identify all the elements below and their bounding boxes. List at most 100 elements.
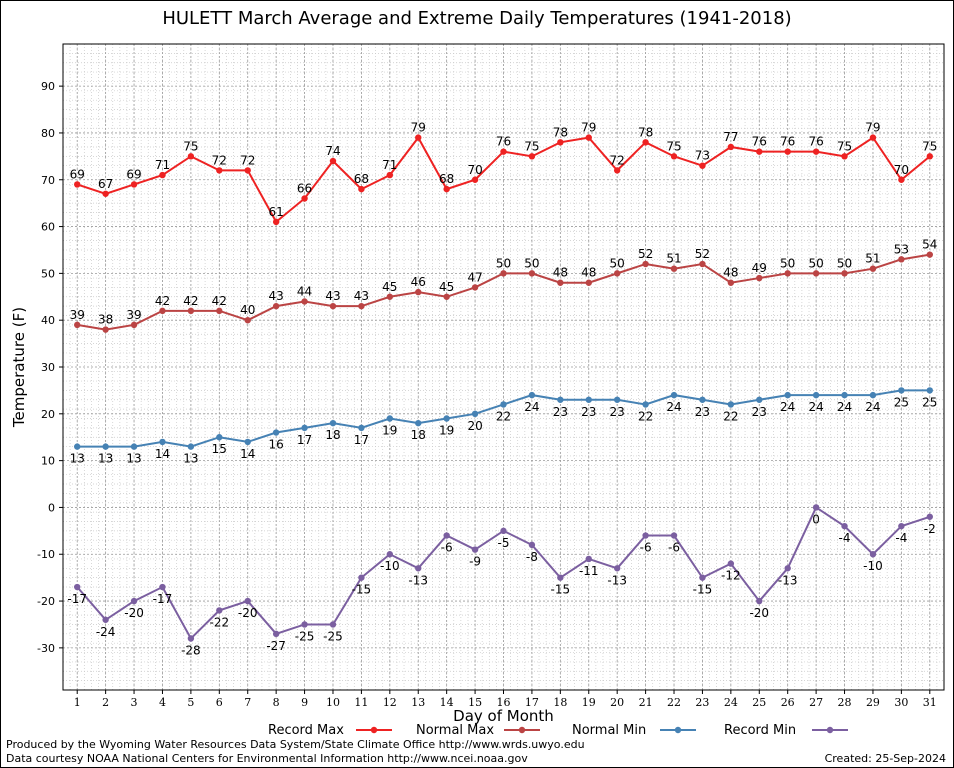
x-tick-label: 21 (639, 696, 653, 709)
data-label: 68 (439, 172, 454, 186)
data-point (756, 274, 763, 282)
legend-label: Record Max (268, 723, 344, 738)
data-point (869, 265, 877, 272)
data-label: 45 (439, 280, 454, 294)
data-point (216, 434, 223, 441)
data-label: 42 (212, 294, 227, 308)
data-point (727, 279, 735, 286)
data-point (187, 443, 195, 450)
data-point (841, 522, 848, 530)
x-tick-label: 4 (159, 696, 166, 709)
data-point (329, 157, 337, 165)
data-point (642, 401, 649, 408)
data-label: 76 (752, 135, 767, 149)
x-tick-label: 8 (273, 696, 280, 709)
data-point (187, 635, 195, 642)
data-label: 50 (837, 256, 852, 270)
data-label: 20 (467, 419, 482, 433)
data-point (130, 321, 138, 329)
x-tick-label: 25 (752, 696, 766, 709)
data-label: 72 (610, 153, 625, 167)
data-label: 77 (723, 130, 738, 144)
data-label: 0 (812, 512, 820, 526)
data-point (812, 148, 820, 155)
data-point (301, 298, 308, 305)
footer-credit-line1: Produced by the Wyoming Water Resources … (6, 738, 585, 751)
data-point (301, 621, 308, 628)
data-point (244, 597, 251, 605)
data-point (358, 302, 365, 310)
data-point (386, 415, 394, 422)
data-label: 69 (126, 167, 141, 181)
data-label: 51 (666, 252, 681, 266)
data-label: -2 (924, 522, 936, 536)
data-point (898, 176, 905, 183)
data-point (130, 443, 138, 450)
data-label: 18 (411, 428, 426, 442)
data-point (358, 424, 365, 432)
data-label: 71 (155, 158, 170, 172)
data-label: 23 (752, 405, 767, 419)
data-point (699, 574, 706, 581)
data-label: 22 (496, 409, 511, 423)
data-label: -28 (181, 644, 201, 658)
x-tick-label: 31 (923, 696, 937, 709)
data-label: -4 (895, 531, 907, 545)
data-point (159, 583, 166, 591)
data-label: 53 (894, 242, 909, 256)
data-label: 15 (212, 442, 227, 456)
y-tick-label: 60 (41, 221, 55, 234)
data-point (812, 504, 820, 511)
data-point (670, 265, 678, 272)
y-tick-label: -20 (37, 595, 55, 608)
x-tick-label: 2 (102, 696, 109, 709)
data-label: 13 (70, 452, 85, 466)
data-label: 66 (297, 181, 312, 195)
data-label: 75 (183, 139, 198, 153)
data-point (471, 284, 479, 291)
data-label: -17 (67, 592, 87, 606)
data-point (557, 574, 564, 581)
data-point (528, 270, 536, 277)
data-point (613, 167, 621, 174)
data-label: 76 (780, 135, 795, 149)
data-point (727, 560, 735, 567)
data-label: 23 (610, 405, 625, 419)
data-label: 78 (638, 125, 653, 139)
data-point (784, 270, 791, 277)
data-point (812, 270, 820, 277)
data-label: 73 (695, 149, 710, 163)
data-point (670, 391, 678, 399)
data-label: -15 (693, 583, 713, 597)
x-tick-label: 11 (354, 696, 368, 709)
x-tick-label: 6 (216, 696, 223, 709)
data-label: 13 (183, 452, 198, 466)
data-label: -4 (839, 531, 851, 545)
data-point (443, 293, 450, 300)
data-point (130, 597, 138, 605)
data-label: 75 (666, 139, 681, 153)
data-label: 44 (297, 284, 312, 298)
data-point (74, 583, 81, 591)
legend-label: Normal Max (416, 723, 494, 738)
data-point (727, 401, 735, 408)
data-point (528, 153, 536, 160)
data-point (500, 148, 507, 155)
data-label: 18 (325, 428, 340, 442)
data-point (358, 185, 365, 193)
data-label: 38 (98, 313, 113, 327)
x-tick-label: 9 (301, 696, 308, 709)
data-label: 78 (553, 125, 568, 139)
data-label: 25 (894, 395, 909, 409)
x-tick-label: 16 (497, 696, 511, 709)
data-point (585, 396, 592, 403)
data-label: -6 (668, 541, 680, 555)
data-point (471, 176, 479, 183)
x-axis-label: Day of Month (453, 707, 554, 725)
data-label: 17 (297, 433, 312, 447)
data-label: 39 (126, 308, 141, 322)
data-point (102, 190, 109, 197)
data-point (756, 396, 763, 403)
data-point (187, 153, 195, 160)
x-tick-label: 7 (244, 696, 251, 709)
